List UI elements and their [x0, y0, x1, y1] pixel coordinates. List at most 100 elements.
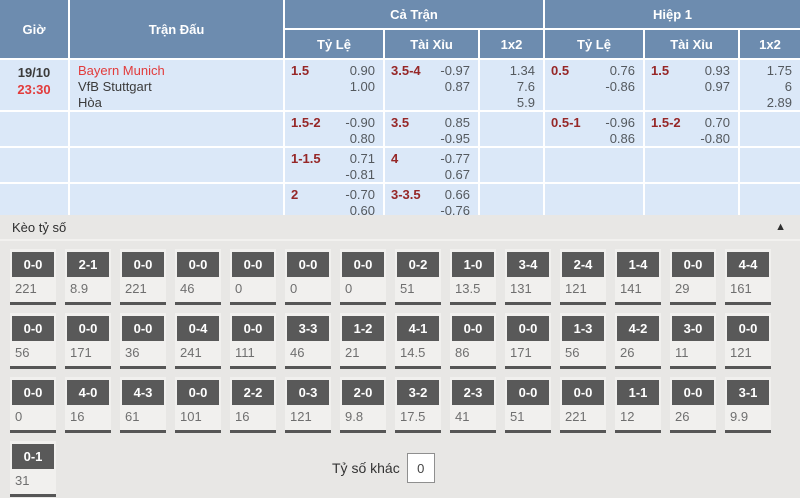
score-cell[interactable]: 0-4 241 — [175, 313, 221, 369]
score-cell[interactable]: 0-0 56 — [10, 313, 56, 369]
score-cell[interactable]: 3-3 46 — [285, 313, 331, 369]
score-cell[interactable]: 2-2 16 — [230, 377, 276, 433]
score-label: 2-3 — [452, 380, 494, 405]
score-label: 0-0 — [507, 380, 549, 405]
score-odds: 16 — [70, 409, 85, 424]
score-cell[interactable]: 0-0 171 — [505, 313, 551, 369]
score-cell[interactable]: 1-0 13.5 — [450, 249, 496, 305]
score-cell[interactable]: 0-3 121 — [285, 377, 331, 433]
score-odds: 221 — [15, 281, 37, 296]
score-cell[interactable]: 2-1 8.9 — [65, 249, 111, 305]
score-odds: 131 — [510, 281, 532, 296]
odds-cell-ft-over-under[interactable]: 3-3.5 0.66 -0.76 — [385, 184, 478, 218]
score-odds: 51 — [400, 281, 415, 296]
odds-value: 0.86 — [609, 131, 635, 146]
score-cell[interactable]: 0-0 111 — [230, 313, 276, 369]
score-label: 1-1 — [617, 380, 659, 405]
score-odds: 26 — [675, 409, 690, 424]
score-cell[interactable]: 0-0 0 — [285, 249, 331, 305]
score-cell[interactable]: 0-0 0 — [340, 249, 386, 305]
score-cell[interactable]: 0-2 51 — [395, 249, 441, 305]
odds-cell-h1-over-under[interactable]: 1.5-2 0.70 -0.80 — [645, 112, 738, 146]
odds-value: -0.96 — [605, 115, 635, 130]
odds-cell-h1-1x2[interactable]: 1.75 6 2.89 — [740, 60, 800, 110]
score-label: 1-3 — [562, 316, 604, 341]
score-label: 4-3 — [122, 380, 164, 405]
score-cell[interactable]: 4-3 61 — [120, 377, 166, 433]
score-label: 0-0 — [122, 252, 164, 277]
odds-cell-ft-handicap[interactable]: 1.5 0.90 1.00 — [285, 60, 383, 110]
score-cell[interactable]: 3-2 17.5 — [395, 377, 441, 433]
score-section-header: Kèo tỷ số ▲ — [0, 215, 800, 241]
odds-cell-ft-handicap[interactable]: 1-1.5 0.71 -0.81 — [285, 148, 383, 182]
score-cell[interactable]: 2-3 41 — [450, 377, 496, 433]
score-cell[interactable]: 1-4 141 — [615, 249, 661, 305]
score-odds: 9.9 — [730, 409, 749, 424]
score-cell[interactable]: 3-1 9.9 — [725, 377, 771, 433]
score-cell[interactable]: 0-0 171 — [65, 313, 111, 369]
odds-cell-h1-1x2 — [740, 148, 800, 182]
score-cell[interactable]: 0-0 51 — [505, 377, 551, 433]
score-cell[interactable]: 0-0 221 — [120, 249, 166, 305]
score-section-title: Kèo tỷ số — [12, 219, 67, 235]
collapse-toggle-icon[interactable]: ▲ — [775, 220, 786, 233]
subheader-h1-over-under: Tài Xỉu — [645, 30, 738, 58]
score-odds: 46 — [180, 281, 195, 296]
odds-cell-ft-handicap[interactable]: 1.5-2 -0.90 0.80 — [285, 112, 383, 146]
odds-cell-ft-handicap[interactable]: 2 -0.70 0.60 — [285, 184, 383, 218]
score-cell[interactable]: 0-0 36 — [120, 313, 166, 369]
score-odds: 26 — [620, 345, 635, 360]
score-cell[interactable]: 3-4 131 — [505, 249, 551, 305]
score-label: 0-0 — [287, 252, 329, 277]
score-cell[interactable]: 1-1 12 — [615, 377, 661, 433]
group-header-full-match: Cả Trận — [285, 0, 543, 28]
score-cell[interactable]: 4-2 26 — [615, 313, 661, 369]
score-odds: 56 — [15, 345, 30, 360]
odds-cell-h1-handicap[interactable]: 0.5 0.76 -0.86 — [545, 60, 643, 110]
score-odds: 121 — [290, 409, 312, 424]
score-odds: 12 — [620, 409, 635, 424]
odds-cell-h1-over-under[interactable]: 1.5 0.93 0.97 — [645, 60, 738, 110]
score-cell[interactable]: 2-4 121 — [560, 249, 606, 305]
score-cell[interactable]: 0-0 29 — [670, 249, 716, 305]
score-cell[interactable]: 0-0 0 — [10, 377, 56, 433]
over-under-line: 3-3.5 — [391, 187, 421, 202]
odds-value: 0.93 — [704, 63, 730, 78]
score-label: 0-2 — [397, 252, 439, 277]
score-cell[interactable]: 0-0 26 — [670, 377, 716, 433]
odds-cell-ft-over-under[interactable]: 3.5 0.85 -0.95 — [385, 112, 478, 146]
score-cell[interactable]: 0-0 86 — [450, 313, 496, 369]
score-cell[interactable]: 0-0 101 — [175, 377, 221, 433]
odds-value: 0.97 — [704, 79, 730, 94]
other-score-input[interactable] — [406, 453, 435, 483]
score-cell[interactable]: 2-0 9.8 — [340, 377, 386, 433]
odds-cell-ft-over-under[interactable]: 3.5-4 -0.97 0.87 — [385, 60, 478, 110]
odds-value: 7.6 — [516, 79, 535, 94]
score-cell[interactable]: 4-4 161 — [725, 249, 771, 305]
home-team-link[interactable]: Bayern Munich — [78, 63, 165, 78]
odds-value: 0.87 — [444, 79, 470, 94]
score-odds: 61 — [125, 409, 140, 424]
score-cell[interactable]: 0-0 46 — [175, 249, 221, 305]
score-cell[interactable]: 0-0 221 — [560, 377, 606, 433]
score-odds: 0 — [235, 281, 243, 296]
score-cell[interactable]: 0-0 221 — [10, 249, 56, 305]
odds-cell-h1-handicap — [545, 184, 643, 215]
odds-cell-ft-over-under[interactable]: 4 -0.77 0.67 — [385, 148, 478, 182]
score-cell[interactable]: 3-0 11 — [670, 313, 716, 369]
odds-cell-ft-1x2[interactable]: 1.34 7.6 5.9 — [480, 60, 543, 110]
empty-time-cell — [0, 112, 68, 146]
score-cell[interactable]: 0-0 121 — [725, 313, 771, 369]
score-cell[interactable]: 0-0 0 — [230, 249, 276, 305]
odds-value: 0.90 — [349, 63, 375, 78]
score-cell[interactable]: 4-1 14.5 — [395, 313, 441, 369]
score-odds: 0 — [15, 409, 23, 424]
score-odds: 21 — [345, 345, 360, 360]
score-cell[interactable]: 1-2 21 — [340, 313, 386, 369]
correct-score-section: Kèo tỷ số ▲ 0-0 221 2-1 8.9 0-0 221 — [0, 215, 800, 498]
score-odds: 111 — [235, 345, 255, 360]
score-cell[interactable]: 1-3 56 — [560, 313, 606, 369]
score-cell[interactable]: 0-1 31 — [10, 441, 56, 497]
score-cell[interactable]: 4-0 16 — [65, 377, 111, 433]
odds-cell-h1-handicap[interactable]: 0.5-1 -0.96 0.86 — [545, 112, 643, 146]
